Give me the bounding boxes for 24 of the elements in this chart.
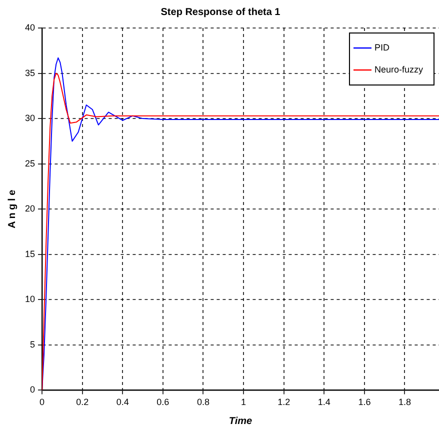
legend-label: PID [374, 42, 390, 52]
y-tick-label: 0 [30, 384, 36, 395]
x-tick-label: 0 [40, 397, 45, 408]
x-tick-label: 1.4 [318, 397, 330, 408]
y-tick-label: 10 [24, 294, 36, 304]
x-tick-label: 1.8 [398, 397, 411, 408]
y-tick-label: 25 [24, 158, 36, 168]
x-tick-label: 0.8 [196, 397, 210, 408]
x-axis-title: Time [228, 416, 253, 427]
chart-title: Step Response of theta 1 [160, 6, 281, 18]
x-tick-label: 1.2 [278, 397, 290, 408]
x-tick-label: 1.6 [358, 397, 371, 408]
y-tick-label: 15 [24, 248, 36, 259]
y-tick-label: 40 [24, 22, 36, 32]
x-tick-label: 0.6 [156, 397, 170, 408]
y-axis-title: A n g l e [6, 189, 18, 228]
y-tick-label: 5 [30, 339, 36, 350]
legend-label: Neuro-fuzzy [374, 64, 424, 74]
x-tick-label: 1 [241, 397, 246, 408]
y-tick-label: 30 [24, 113, 36, 124]
y-tick-label: 35 [24, 68, 36, 78]
x-tick-label: 0.4 [116, 397, 129, 408]
x-tick-label: 0.2 [76, 397, 89, 408]
y-tick-label: 20 [24, 204, 36, 214]
